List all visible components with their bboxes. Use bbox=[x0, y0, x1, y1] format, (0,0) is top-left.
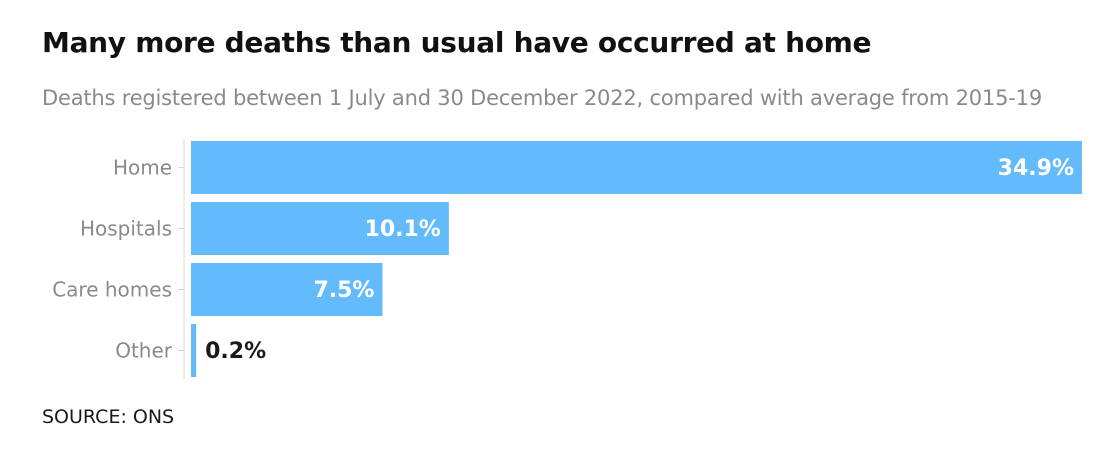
value-label: 7.5% bbox=[313, 278, 374, 303]
category-label: Hospitals bbox=[80, 217, 172, 241]
source-note: SOURCE: ONS bbox=[42, 406, 175, 428]
bar-other bbox=[191, 324, 197, 377]
bar-home bbox=[191, 141, 1082, 194]
value-label: 0.2% bbox=[205, 339, 266, 364]
bar-care-homes bbox=[191, 263, 383, 316]
category-label: Home bbox=[113, 156, 172, 180]
value-label: 34.9% bbox=[998, 156, 1074, 181]
bar-hospitals bbox=[191, 202, 449, 255]
category-label: Other bbox=[115, 339, 173, 363]
category-label: Care homes bbox=[52, 278, 172, 302]
chart-title: Many more deaths than usual have occurre… bbox=[42, 26, 872, 59]
chart-subtitle: Deaths registered between 1 July and 30 … bbox=[42, 86, 1042, 110]
value-label: 10.1% bbox=[365, 217, 441, 242]
